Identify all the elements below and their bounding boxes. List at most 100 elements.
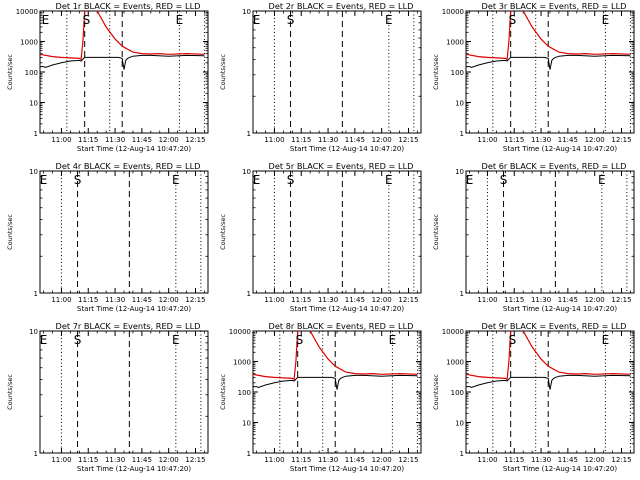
y-tick-label: 100 xyxy=(25,69,38,77)
marker-E: E xyxy=(40,173,48,187)
panel-title: Det 1r BLACK = Events, RED = LLD xyxy=(56,1,201,11)
x-tick-label: 12:15 xyxy=(185,456,205,464)
x-tick-label: 11:15 xyxy=(78,136,98,144)
marker-E: E xyxy=(598,173,606,187)
x-tick-label: 11:45 xyxy=(132,136,152,144)
y-axis-label: Counts/sec xyxy=(6,54,14,90)
x-tick-label: 11:00 xyxy=(477,296,497,304)
x-axis-label: Start Time (12-Aug-14 10:47:20) xyxy=(77,305,191,313)
plot-frame xyxy=(465,10,635,134)
y-tick-label: 10000 xyxy=(442,328,464,336)
x-tick-label: 12:00 xyxy=(372,456,392,464)
x-axis-label: Start Time (12-Aug-14 10:47:20) xyxy=(503,465,617,473)
y-tick-label: 100 xyxy=(451,69,464,77)
chart-svg: Det 5r BLACK = Events, RED = LLD 1 10 11:00… xyxy=(219,161,422,313)
plot-frame xyxy=(39,330,209,454)
plot-frame xyxy=(465,170,635,294)
panel-title: Det 9r BLACK = Events, RED = LLD xyxy=(482,321,627,331)
marker-E: E xyxy=(385,173,393,187)
x-tick-label: 12:00 xyxy=(159,296,179,304)
x-tick-label: 11:00 xyxy=(51,456,71,464)
x-tick-label: 11:45 xyxy=(558,456,578,464)
y-tick-label: 10 xyxy=(242,168,251,176)
y-tick-label: 1000 xyxy=(446,39,464,47)
marker-S: S xyxy=(509,333,517,347)
series-group xyxy=(253,331,418,390)
x-tick-label: 12:00 xyxy=(585,296,605,304)
x-tick-label: 11:45 xyxy=(132,456,152,464)
y-axis-label: Counts/sec xyxy=(432,214,440,250)
x-tick-label: 12:00 xyxy=(159,456,179,464)
panel-title: Det 2r BLACK = Events, RED = LLD xyxy=(269,1,414,11)
x-tick-label: 11:00 xyxy=(264,456,284,464)
y-tick-label: 1 xyxy=(247,290,251,298)
marker-E: E xyxy=(172,333,180,347)
y-tick-label: 1000 xyxy=(20,39,38,47)
panel-det-9: Det 9r BLACK = Events, RED = LLD 1 10 100 10… xyxy=(426,320,639,480)
x-tick-label: 12:15 xyxy=(185,136,205,144)
marker-E: E xyxy=(253,13,261,27)
marker-E: E xyxy=(172,173,180,187)
x-tick-label: 11:15 xyxy=(504,136,524,144)
x-axis-label: Start Time (12-Aug-14 10:47:20) xyxy=(503,305,617,313)
marker-S: S xyxy=(74,333,82,347)
panel-title: Det 7r BLACK = Events, RED = LLD xyxy=(56,321,201,331)
y-tick-label: 1 xyxy=(247,450,251,458)
marker-E: E xyxy=(602,333,610,347)
chart-svg: Det 4r BLACK = Events, RED = LLD 1 10 11:00… xyxy=(6,161,209,313)
chart-svg: Det 8r BLACK = Events, RED = LLD 1 10 100 10… xyxy=(219,321,422,473)
chart-svg: Det 7r BLACK = Events, RED = LLD 1 10 11:00… xyxy=(6,321,209,473)
y-tick-label: 1 xyxy=(34,450,38,458)
panel-det-7: Det 7r BLACK = Events, RED = LLD 1 10 11:00… xyxy=(0,320,213,480)
x-tick-label: 12:00 xyxy=(372,296,392,304)
x-tick-label: 12:15 xyxy=(398,296,418,304)
x-tick-label: 12:15 xyxy=(398,136,418,144)
y-tick-label: 1 xyxy=(34,290,38,298)
lld-series-line xyxy=(466,331,631,381)
marker-E: E xyxy=(602,13,610,27)
marker-E: E xyxy=(466,173,474,187)
x-tick-label: 12:00 xyxy=(372,136,392,144)
panel-det-4: Det 4r BLACK = Events, RED = LLD 1 10 11:00… xyxy=(0,160,213,320)
x-tick-label: 12:15 xyxy=(398,456,418,464)
x-tick-label: 12:15 xyxy=(611,296,631,304)
y-tick-label: 1000 xyxy=(233,359,251,367)
chart-svg: Det 9r BLACK = Events, RED = LLD 1 10 100 10… xyxy=(432,321,635,473)
x-tick-label: 11:45 xyxy=(558,136,578,144)
lld-series-line xyxy=(253,331,418,381)
plot-frame xyxy=(252,330,422,454)
y-axis-label: Counts/sec xyxy=(219,54,227,90)
y-tick-label: 10 xyxy=(242,8,251,16)
y-tick-label: 10 xyxy=(29,328,38,336)
y-tick-label: 1 xyxy=(34,130,38,138)
y-tick-label: 1 xyxy=(247,130,251,138)
x-axis-label: Start Time (12-Aug-14 10:47:20) xyxy=(77,465,191,473)
plot-frame xyxy=(252,170,422,294)
chart-svg: Det 1r BLACK = Events, RED = LLD 1 10 100 10… xyxy=(6,1,209,153)
y-tick-label: 1000 xyxy=(446,359,464,367)
x-tick-label: 11:30 xyxy=(531,136,551,144)
y-axis-label: Counts/sec xyxy=(432,54,440,90)
y-tick-label: 10000 xyxy=(16,8,38,16)
y-tick-label: 10 xyxy=(455,420,464,428)
plot-frame xyxy=(252,10,422,134)
y-tick-label: 100 xyxy=(238,389,251,397)
y-tick-label: 10000 xyxy=(442,8,464,16)
y-tick-label: 10 xyxy=(455,100,464,108)
x-tick-label: 11:45 xyxy=(345,296,365,304)
y-tick-label: 10 xyxy=(29,100,38,108)
marker-S: S xyxy=(509,13,517,27)
x-tick-label: 12:00 xyxy=(585,136,605,144)
x-tick-label: 11:45 xyxy=(132,296,152,304)
panel-det-1: Det 1r BLACK = Events, RED = LLD 1 10 100 10… xyxy=(0,0,213,160)
x-tick-label: 11:15 xyxy=(78,456,98,464)
x-tick-label: 11:30 xyxy=(318,296,338,304)
marker-E: E xyxy=(385,13,393,27)
x-tick-label: 11:30 xyxy=(105,296,125,304)
marker-S: S xyxy=(287,173,295,187)
x-axis-label: Start Time (12-Aug-14 10:47:20) xyxy=(77,145,191,153)
x-tick-label: 12:15 xyxy=(611,136,631,144)
x-tick-label: 11:30 xyxy=(531,456,551,464)
panel-det-8: Det 8r BLACK = Events, RED = LLD 1 10 100 10… xyxy=(213,320,426,480)
chart-svg: Det 2r BLACK = Events, RED = LLD 1 10 11:00… xyxy=(219,1,422,153)
